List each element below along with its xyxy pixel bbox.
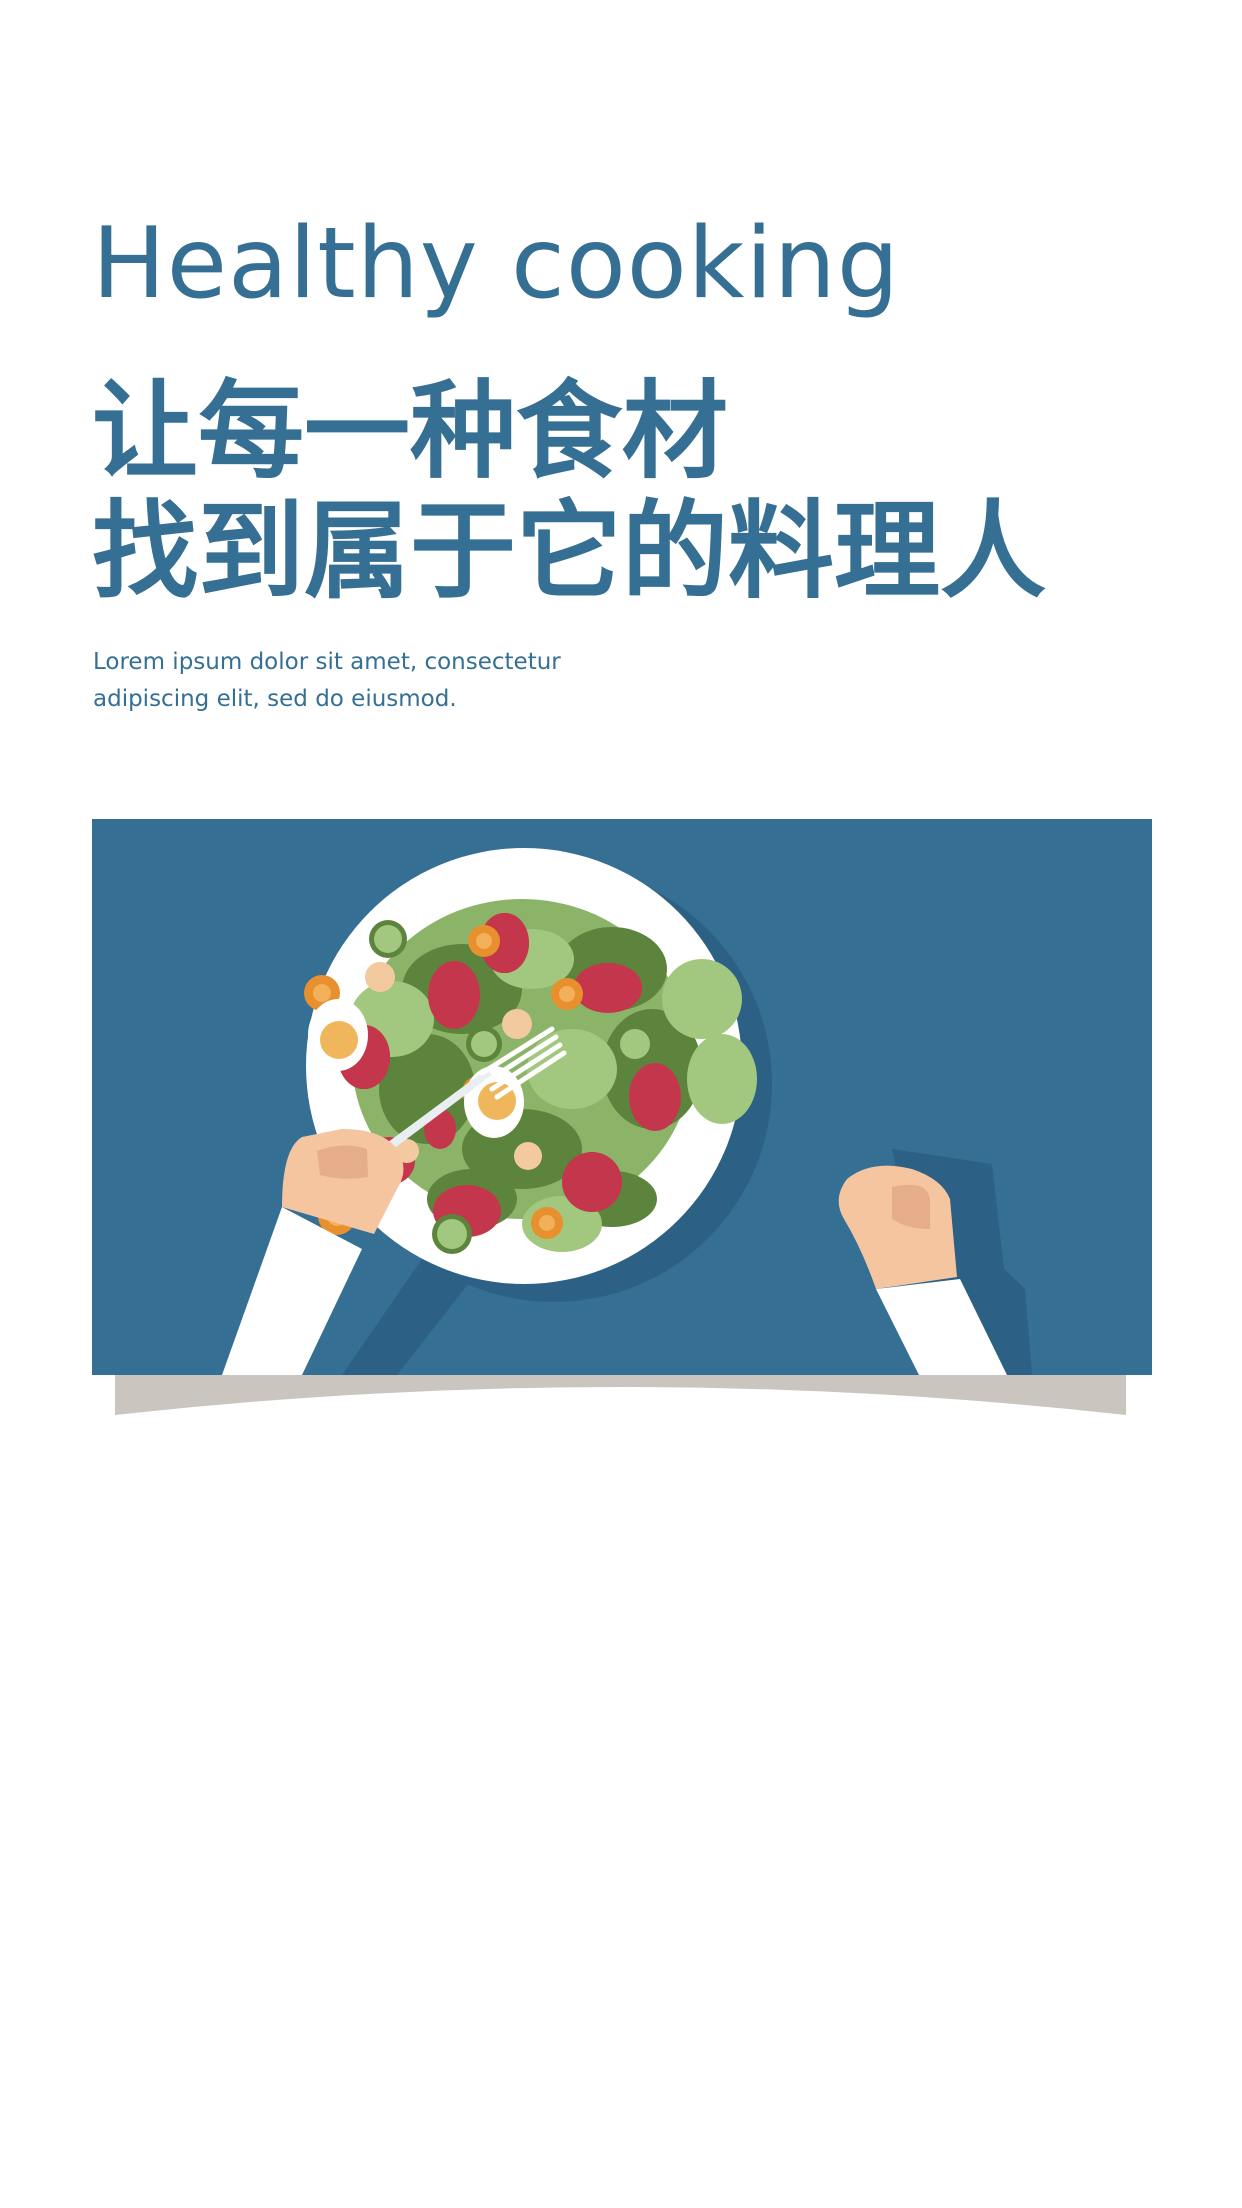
- tomato-slice-lowright: [562, 1152, 622, 1212]
- description-line-2: adipiscing elit, sed do eiusmod.: [93, 681, 561, 718]
- description-text: Lorem ipsum dolor sit amet, consectetur …: [93, 644, 561, 718]
- chinese-headline: 让每一种食材 找到属于它的料理人: [92, 372, 1046, 612]
- headline-line-1: 让每一种食材: [92, 372, 1046, 492]
- tomato-slice-mid: [428, 961, 480, 1029]
- english-title: Healthy cooking: [92, 204, 900, 324]
- salad-illustration: [92, 819, 1152, 1419]
- tomato-1: [574, 963, 642, 1011]
- tomato-slice-right: [629, 1063, 681, 1131]
- description-line-1: Lorem ipsum dolor sit amet, consectetur: [93, 644, 561, 681]
- headline-line-2: 找到属于它的料理人: [92, 492, 1046, 612]
